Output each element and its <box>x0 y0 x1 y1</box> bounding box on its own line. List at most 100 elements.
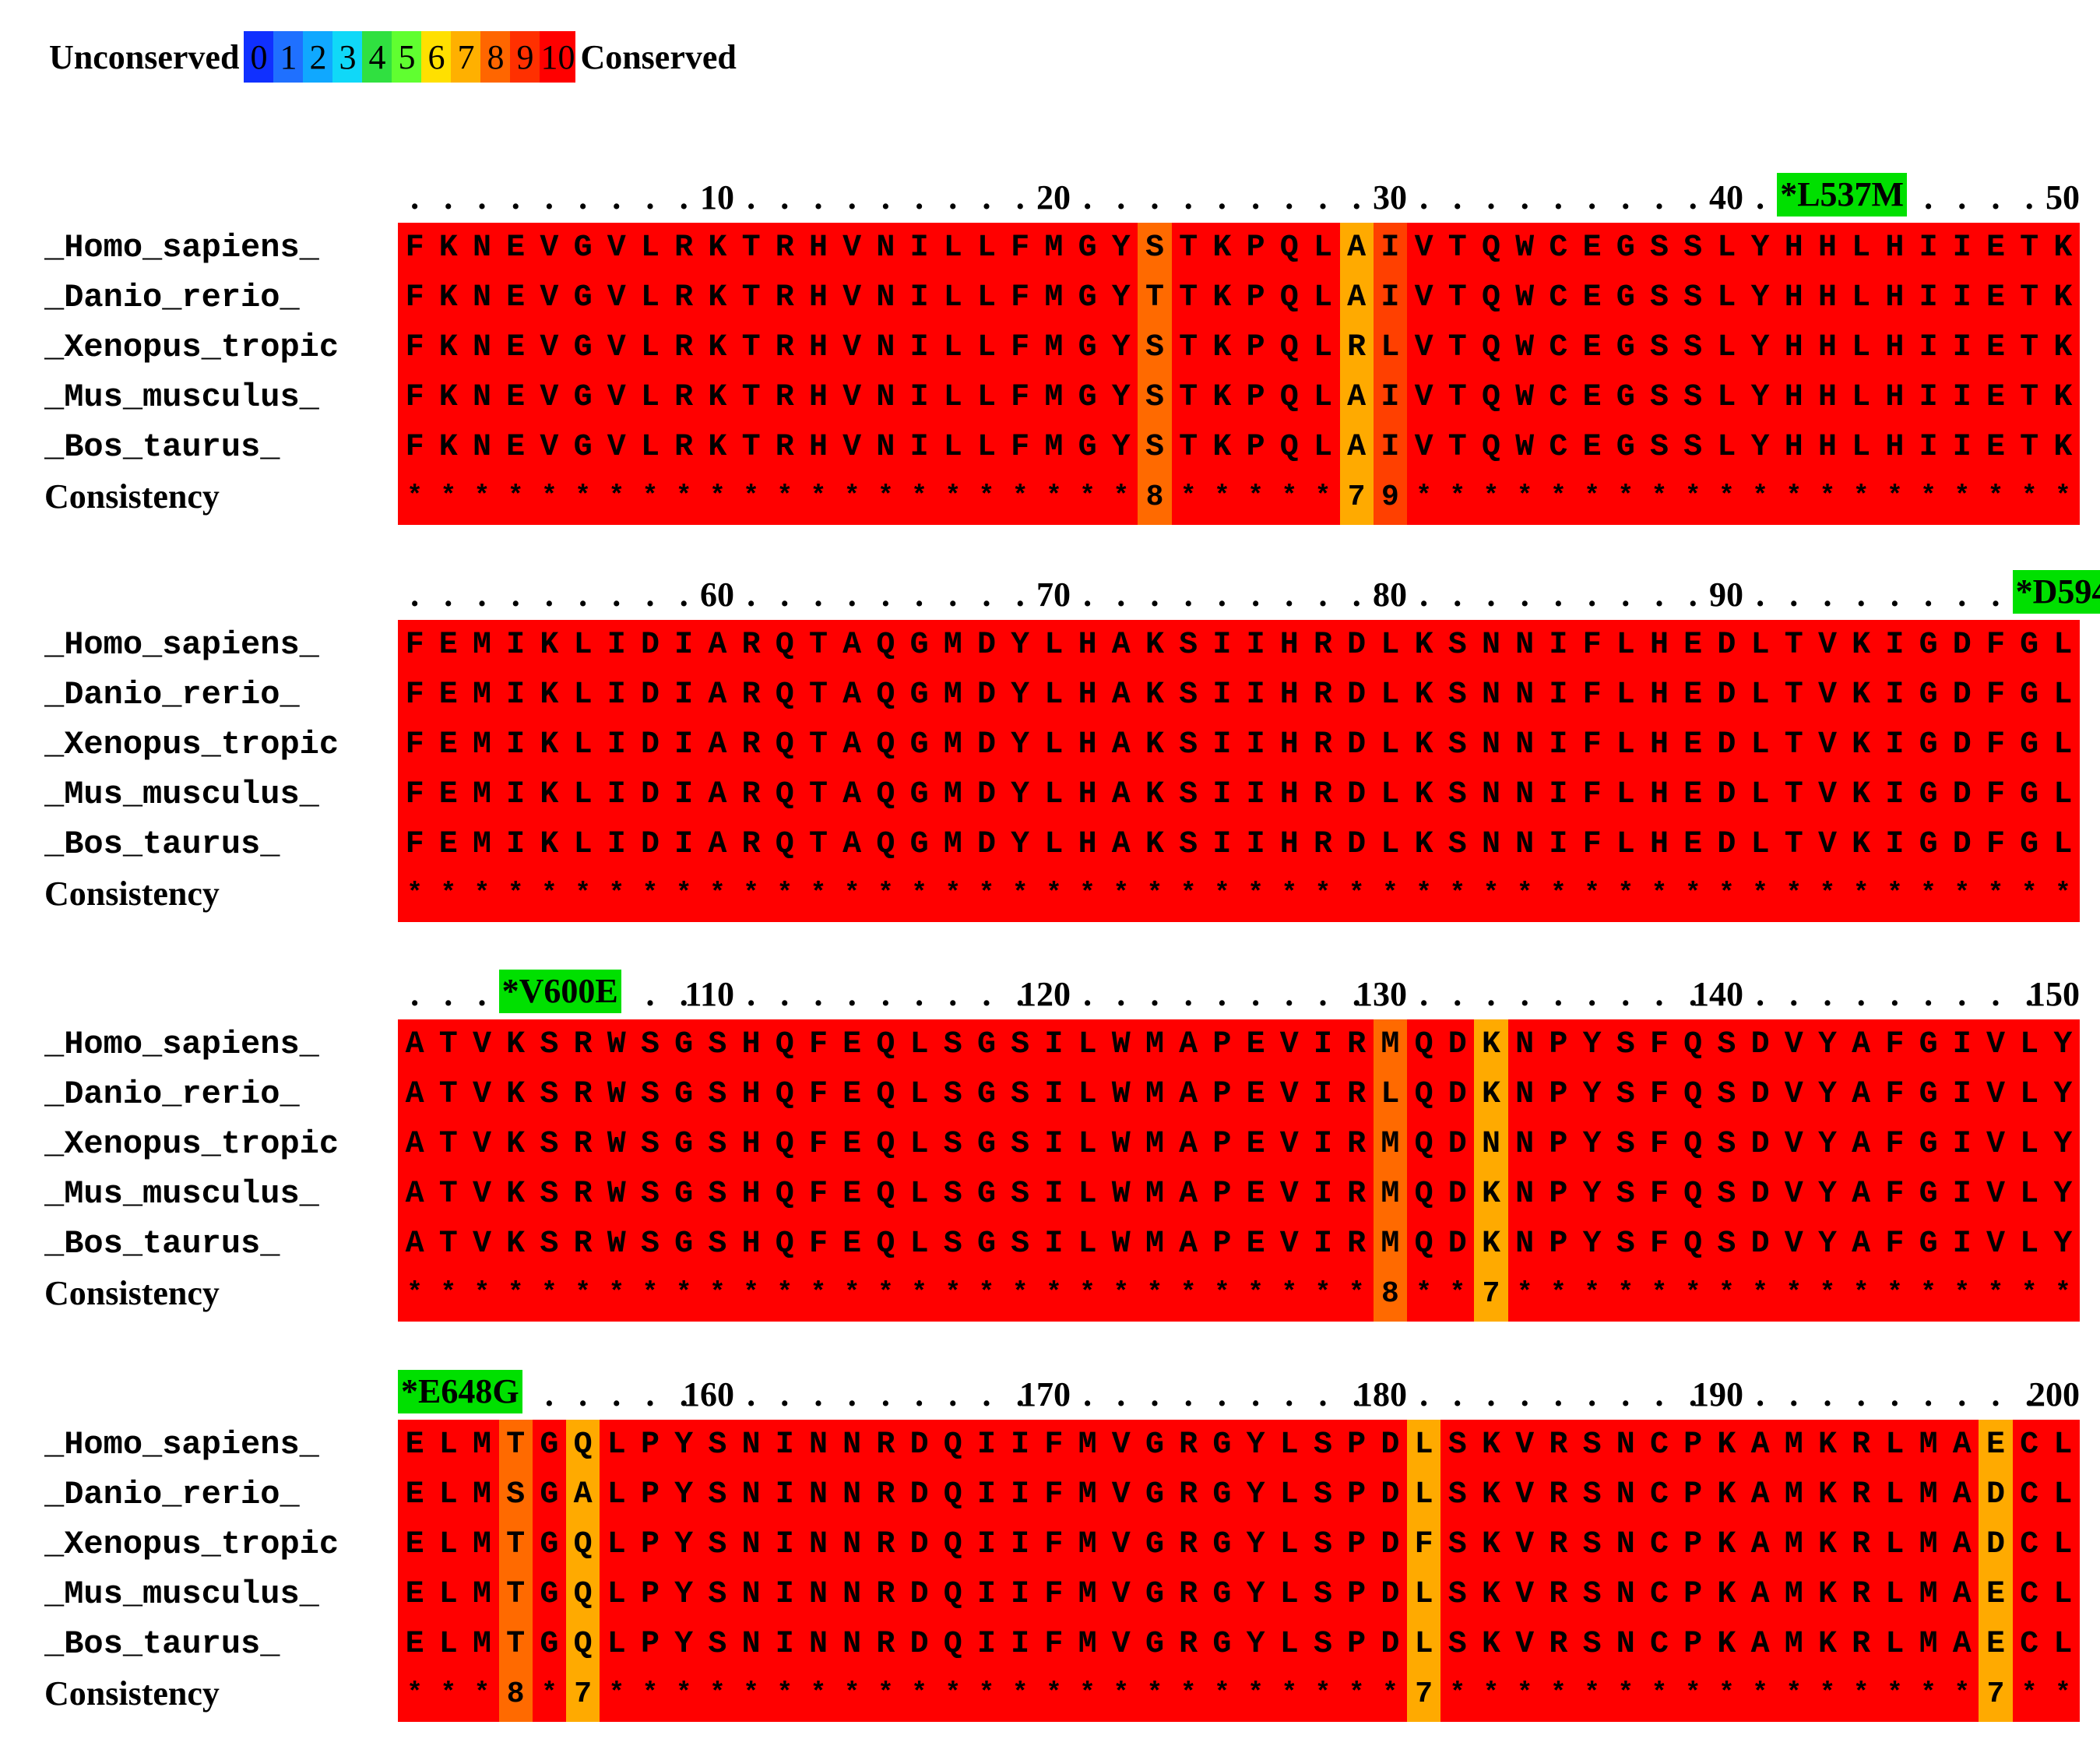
residue-cell: I <box>1044 1176 1064 1212</box>
residue-cell: K <box>1481 1626 1500 1662</box>
ruler-dot: . <box>1251 178 1261 216</box>
residue-cell: R <box>573 1026 593 1062</box>
residue-cell: Y <box>1750 230 1770 266</box>
consistency-cell: * <box>1113 1279 1129 1308</box>
residue-cell: T <box>741 429 761 465</box>
ruler-dot: . <box>1823 576 1832 614</box>
residue-cell: I <box>1952 429 1972 465</box>
consistency-cell: * <box>776 1279 793 1308</box>
consistency-cell: * <box>406 879 423 909</box>
residue-cell: F <box>808 1226 828 1262</box>
consistency-cell: * <box>1247 1679 1264 1709</box>
residue-cell: E <box>1683 776 1703 812</box>
consistency-label: Consistency <box>44 1274 220 1312</box>
residue-cell: G <box>1145 1526 1164 1562</box>
consistency-cell: * <box>944 1279 961 1308</box>
residue-cell: D <box>1750 1126 1770 1162</box>
consistency-cell: * <box>810 1279 827 1308</box>
ruler-dot: . <box>1756 1375 1765 1413</box>
ruler-dot: . <box>1553 576 1563 614</box>
residue-cell: I <box>1011 1626 1030 1662</box>
residue-cell: E <box>842 1226 862 1262</box>
ruler-dot: . <box>1553 975 1563 1013</box>
residue-cell: T <box>1447 329 1467 365</box>
residue-cell: W <box>607 1026 626 1062</box>
residue-cell: E <box>1582 429 1602 465</box>
residue-cell: D <box>1717 776 1736 812</box>
residue-cell: D <box>1986 1526 2005 1562</box>
residue-cell: Y <box>1582 1176 1602 1212</box>
ruler-dot: . <box>477 576 487 614</box>
residue-cell: T <box>506 1526 526 1562</box>
residue-cell: L <box>1279 1477 1299 1512</box>
residue-cell: L <box>1313 379 1332 415</box>
ruler-dot: . <box>1588 1375 1597 1413</box>
species-label: _Bos_taurus_ <box>44 1625 280 1663</box>
residue-cell: V <box>472 1026 491 1062</box>
legend-swatch-4: 4 <box>362 31 392 83</box>
residue-cell: F <box>1986 727 2005 762</box>
residue-cell: E <box>506 280 526 315</box>
legend-swatch-7: 7 <box>451 31 481 83</box>
residue-cell: T <box>741 230 761 266</box>
residue-cell: N <box>472 329 491 365</box>
ruler-dot: . <box>847 975 857 1013</box>
residue-cell: L <box>438 1427 458 1463</box>
residue-cell: I <box>1885 776 1905 812</box>
residue-cell: F <box>405 727 424 762</box>
residue-cell: L <box>909 1026 929 1062</box>
residue-cell: Y <box>674 1526 694 1562</box>
ruler-dot: . <box>1453 1375 1462 1413</box>
consistency-cell: * <box>1954 1679 1970 1709</box>
species-label: _Xenopus_tropic <box>44 726 339 763</box>
residue-cell: D <box>1750 1226 1770 1262</box>
residue-cell: D <box>1717 826 1736 862</box>
residue-cell: H <box>1078 727 1097 762</box>
residue-cell: G <box>674 1226 694 1262</box>
residue-cell: F <box>405 627 424 663</box>
residue-cell: L <box>1750 826 1770 862</box>
ruler-dot: . <box>1217 975 1226 1013</box>
residue-cell: V <box>540 280 559 315</box>
residue-cell: Y <box>1750 329 1770 365</box>
residue-cell: P <box>1246 429 1265 465</box>
consistency-cell: * <box>878 1679 894 1709</box>
residue-cell: D <box>1347 776 1367 812</box>
consistency-label: Consistency <box>44 477 220 516</box>
consistency-cell: * <box>1247 482 1264 512</box>
residue-cell: G <box>540 1576 559 1612</box>
residue-cell: I <box>1246 826 1265 862</box>
residue-cell: T <box>1179 280 1198 315</box>
residue-cell: L <box>1279 1526 1299 1562</box>
ruler-dot: . <box>1520 1375 1529 1413</box>
residue-cell: F <box>1044 1427 1064 1463</box>
residue-cell: V <box>1817 826 1837 862</box>
residue-cell: R <box>674 280 694 315</box>
residue-cell: Q <box>1414 1126 1433 1162</box>
ruler-dot: . <box>1856 1375 1866 1413</box>
residue-cell: L <box>2053 826 2073 862</box>
residue-cell: P <box>1246 230 1265 266</box>
consistency-cell: * <box>541 1279 558 1308</box>
residue-cell: Y <box>2053 1076 2073 1112</box>
residue-cell: R <box>741 677 761 713</box>
residue-cell: C <box>2020 1626 2039 1662</box>
species-label: _Homo_sapiens_ <box>44 626 319 664</box>
residue-cell: A <box>405 1176 424 1212</box>
consistency-cell: 7 <box>574 1677 592 1711</box>
residue-cell: D <box>1717 627 1736 663</box>
consistency-cell: * <box>1079 1279 1096 1308</box>
residue-cell: V <box>1784 1076 1803 1112</box>
residue-cell: L <box>1044 627 1064 663</box>
residue-cell: S <box>1616 1176 1635 1212</box>
residue-cell: D <box>640 826 660 862</box>
residue-cell: I <box>1919 230 1938 266</box>
ruler-dot: . <box>1655 975 1664 1013</box>
residue-cell: Y <box>1582 1076 1602 1112</box>
residue-cell: R <box>1852 1427 1871 1463</box>
residue-cell: L <box>1717 280 1736 315</box>
ruler-dot: . <box>1352 975 1361 1013</box>
residue-cell: R <box>674 230 694 266</box>
residue-cell: N <box>1515 727 1535 762</box>
